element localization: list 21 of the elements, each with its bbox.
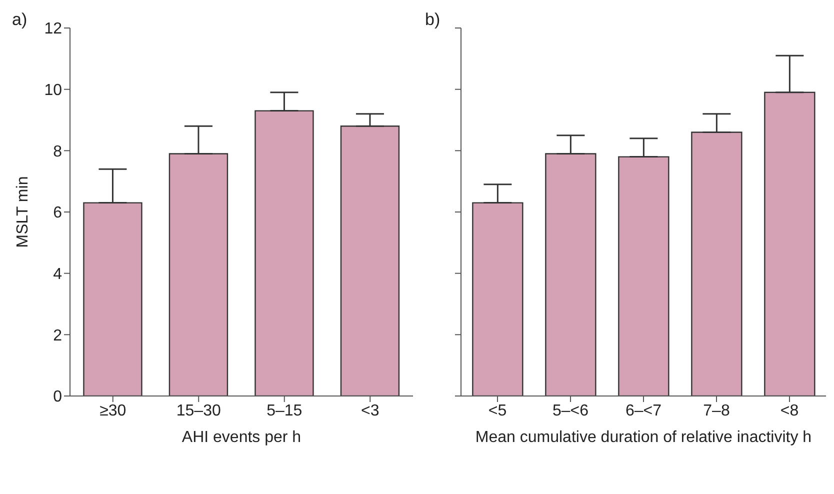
x-axis-title: AHI events per h: [180, 428, 302, 448]
x-tick-label: 6–<7: [625, 402, 662, 420]
y-axis-title: MSLT min: [14, 176, 32, 248]
x-tick-label: 5–15: [266, 402, 302, 420]
x-tick-label: ≥30: [100, 402, 126, 420]
y-tick-label: 4: [53, 266, 62, 284]
text: a): [12, 10, 28, 30]
y-tick-label: 8: [53, 143, 62, 160]
x-tick-label: <8: [780, 402, 799, 420]
y-tick-label: 2: [53, 327, 62, 344]
y-tick-label: 6: [53, 204, 62, 222]
x-axis-title: Mean cumulative duration of relative inactivity h: [474, 428, 813, 448]
x-tick-label: <5: [488, 402, 507, 420]
x-tick-label: 15–30: [176, 402, 221, 420]
text: b): [425, 10, 440, 30]
y-tick-label: 0: [53, 388, 62, 406]
y-tick-label: 10: [44, 82, 62, 100]
y-tick-label: 12: [44, 20, 62, 38]
x-tick-label: <3: [361, 402, 380, 420]
x-tick-label: 7–8: [703, 402, 730, 420]
x-tick-label: 5–<6: [552, 402, 589, 420]
